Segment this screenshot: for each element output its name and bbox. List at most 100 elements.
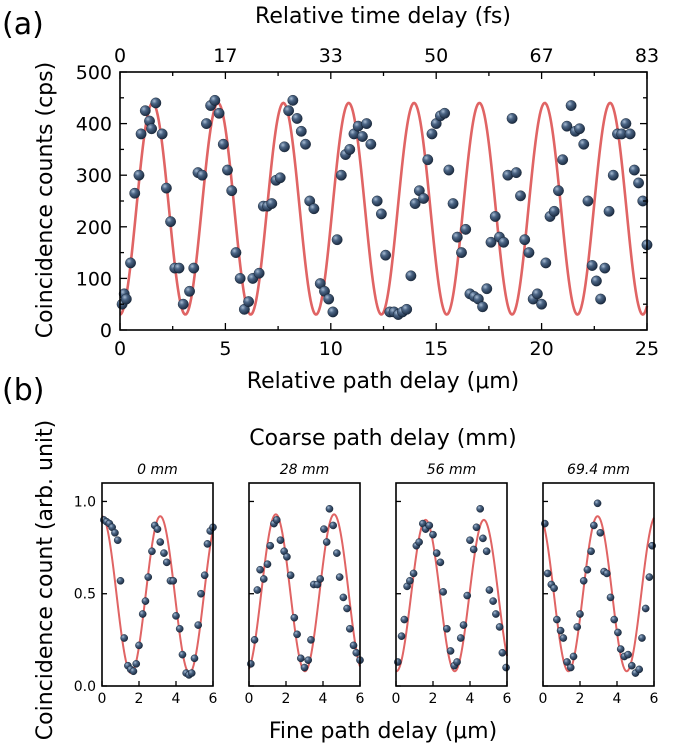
panel-a-data-point — [133, 169, 145, 181]
panel-b-4-data-point — [543, 569, 552, 578]
panel-a-data-point — [165, 216, 176, 228]
panel-a-data-point — [536, 298, 547, 310]
panel-b-4-data-point — [635, 665, 644, 674]
panel-b-1-data-point — [135, 641, 143, 650]
panel-a-data-point — [230, 247, 242, 259]
panel-b-4-fit-curve — [542, 515, 655, 673]
panel-a-data-point — [599, 262, 611, 274]
panel-a-data-point — [557, 154, 569, 166]
panel-a-data-point — [253, 267, 265, 279]
panel-b-4-data-point — [579, 577, 588, 585]
panel-b-1-data-point — [113, 536, 122, 545]
panel-a-data-point — [628, 164, 640, 176]
panel-b-4-data-point — [628, 661, 636, 670]
panel-b-2-frame — [248, 482, 361, 687]
panel-a-data-point — [405, 270, 417, 282]
panel-a-data-point — [222, 164, 233, 176]
panel-a-data-point — [234, 272, 246, 284]
panel-a-xlabel: Relative path delay (μm) — [247, 369, 519, 394]
panel-b-2-data-point — [263, 560, 272, 569]
panel-a-data-point — [150, 97, 162, 109]
panel-a-data-point — [620, 118, 632, 130]
panel-b-ylabel: Coincidence count (arb. unit) — [33, 420, 58, 740]
panel-a-data-point — [510, 167, 522, 179]
panel-b-3-data-point — [479, 534, 487, 543]
panel-a-data-point — [266, 198, 278, 209]
panel-a-data-point — [125, 257, 136, 269]
panel-b-4-data-point — [563, 658, 571, 666]
panel-a-data-point — [146, 123, 158, 135]
panel-b-4-x-tick-label: 2 — [576, 691, 585, 707]
panel-b-4-x-tick-label: 4 — [613, 691, 622, 707]
panel-a-data-point — [344, 143, 356, 155]
panel-b-1-data-point — [162, 558, 171, 567]
panel-b-1-data-point — [160, 549, 168, 557]
panel-b-1-data-point — [156, 538, 165, 546]
panel-b-4-title: 69.4 mm — [567, 462, 630, 478]
panel-b-1-x-tick-label: 2 — [135, 691, 144, 707]
panel-a-data-point — [439, 107, 451, 119]
panel-b-2-x-tick-label: 0 — [245, 691, 254, 707]
panel-a-data-point — [422, 154, 434, 166]
panel-a-top-tick-label: 0 — [114, 45, 126, 67]
panel-b-1-data-point — [116, 577, 125, 585]
panel-a-data-point — [274, 172, 286, 184]
panel-b-1-data-point — [172, 612, 180, 620]
panel-a-x-tick-label: 0 — [114, 338, 126, 360]
panel-a-data-point — [456, 247, 467, 259]
panel-a-data-point — [323, 293, 335, 305]
panel-b-4-data-point — [603, 569, 611, 578]
panel-b-1-data-point — [111, 529, 119, 537]
panel-a-data-point — [515, 190, 526, 202]
panel-b-plots: 0 2 4 6 0.0 0.5 1.0 0 mm 0 2 4 6 28 mm 0 2 4 6 56 mm 0 2 4 6 6… — [74, 462, 659, 707]
panel-a-data-point — [624, 128, 636, 140]
panel-a-data-point — [287, 94, 299, 106]
panel-b-4-data-point — [566, 663, 575, 672]
panel-a-data-point — [291, 113, 303, 124]
panel-a-data-point — [196, 169, 208, 181]
panel-b-3-x-tick-label: 2 — [429, 691, 438, 707]
panel-b-1-data-point — [169, 577, 178, 585]
panel-b-2-data-point — [272, 516, 281, 524]
panel-a-data-point — [188, 262, 200, 274]
panel-b-4-data-point — [645, 573, 654, 581]
panel-a-data-point — [595, 293, 607, 305]
panel-a-data-point — [447, 198, 459, 209]
panel-a-data-point — [209, 94, 221, 106]
panel-a-data-point — [523, 247, 535, 259]
panel-b-subplot-2: 0 2 4 6 28 mm — [245, 462, 365, 707]
panel-a-data-point — [633, 177, 644, 189]
panel-a-data-point — [135, 128, 147, 140]
panel-a-data-point — [578, 138, 590, 150]
panel-b-3-data-point — [459, 621, 468, 629]
panel-a-data-point — [243, 296, 254, 308]
panel-b-4-data-point — [576, 610, 584, 618]
panel-b-2-data-point — [253, 586, 262, 594]
panel-b-subplot-4: 0 2 4 6 69.4 mm — [539, 462, 659, 707]
panel-a-data-point — [129, 187, 141, 199]
panel-a-data-point — [565, 100, 577, 111]
panel-b-4-x-tick-label: 6 — [650, 691, 659, 707]
panel-b-2-data-point — [283, 553, 291, 561]
panel-a-data-point — [217, 138, 229, 150]
panel-a-x-tick-label: 15 — [424, 338, 448, 360]
panel-a-data-point — [591, 275, 602, 287]
panel-b-1-frame — [101, 482, 214, 687]
panel-b-2-data-point — [259, 575, 268, 583]
panel-b-2-data-point — [349, 641, 358, 650]
panel-a-data-point — [375, 208, 387, 220]
panel-b-1-y-tick-label: 0.0 — [74, 679, 96, 695]
panel-b-4-data-point — [593, 499, 602, 508]
panel-b-1-y-tick-label: 1.0 — [74, 494, 96, 510]
panel-b-2-data-point — [339, 593, 348, 602]
panel-b-3-data-point — [489, 597, 497, 605]
panel-b-2-data-point — [329, 521, 337, 530]
panel-a-data-point — [481, 283, 493, 295]
panel-a-data-point — [201, 118, 212, 130]
panel-b-xlabel: Fine path delay (μm) — [269, 719, 497, 744]
panel-a-x-tick-label: 25 — [635, 338, 659, 360]
panel-b-2-data-point — [256, 565, 264, 574]
panel-b-2-data-point — [307, 636, 315, 644]
panel-b-2-x-tick-label: 4 — [319, 691, 328, 707]
